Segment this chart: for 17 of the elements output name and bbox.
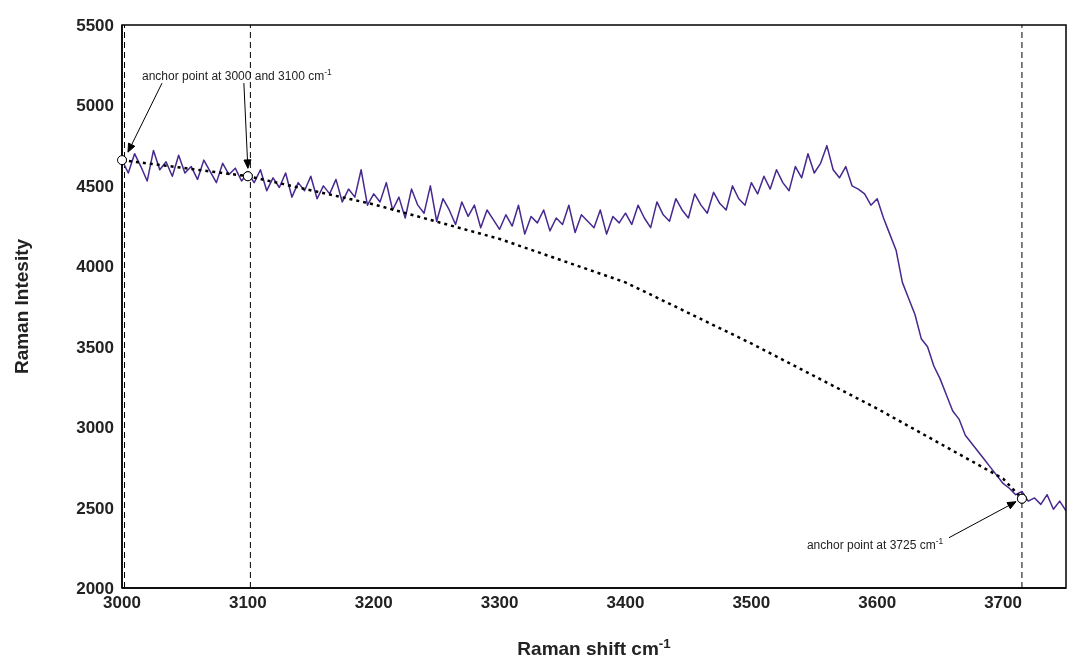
x-tick-label: 3400 (606, 593, 645, 613)
x-tick-label: 3500 (732, 593, 771, 613)
annotation: anchor point at 3725 cm$^{-1}$ (806, 535, 944, 552)
y-tick-label: 5000 (76, 96, 114, 116)
y-tick-label: 2500 (76, 498, 114, 518)
x-tick-label: 3300 (480, 593, 519, 613)
x-tick-label: 3700 (984, 593, 1022, 613)
y-axis-title: Raman Intesity (11, 238, 32, 375)
y-tick-label: 3000 (76, 418, 114, 438)
x-tick-label: 3200 (354, 593, 393, 613)
y-tick-label: 4000 (76, 257, 114, 277)
x-axis-title: Raman shift cm$^{-1}$ (517, 635, 672, 659)
y-tick-label: 4500 (76, 176, 114, 196)
y-tick-label: 3500 (76, 337, 114, 357)
y-tick-label: 5500 (76, 16, 114, 36)
x-tick-label: 3600 (858, 593, 897, 613)
x-tick-label: 3100 (228, 593, 267, 613)
